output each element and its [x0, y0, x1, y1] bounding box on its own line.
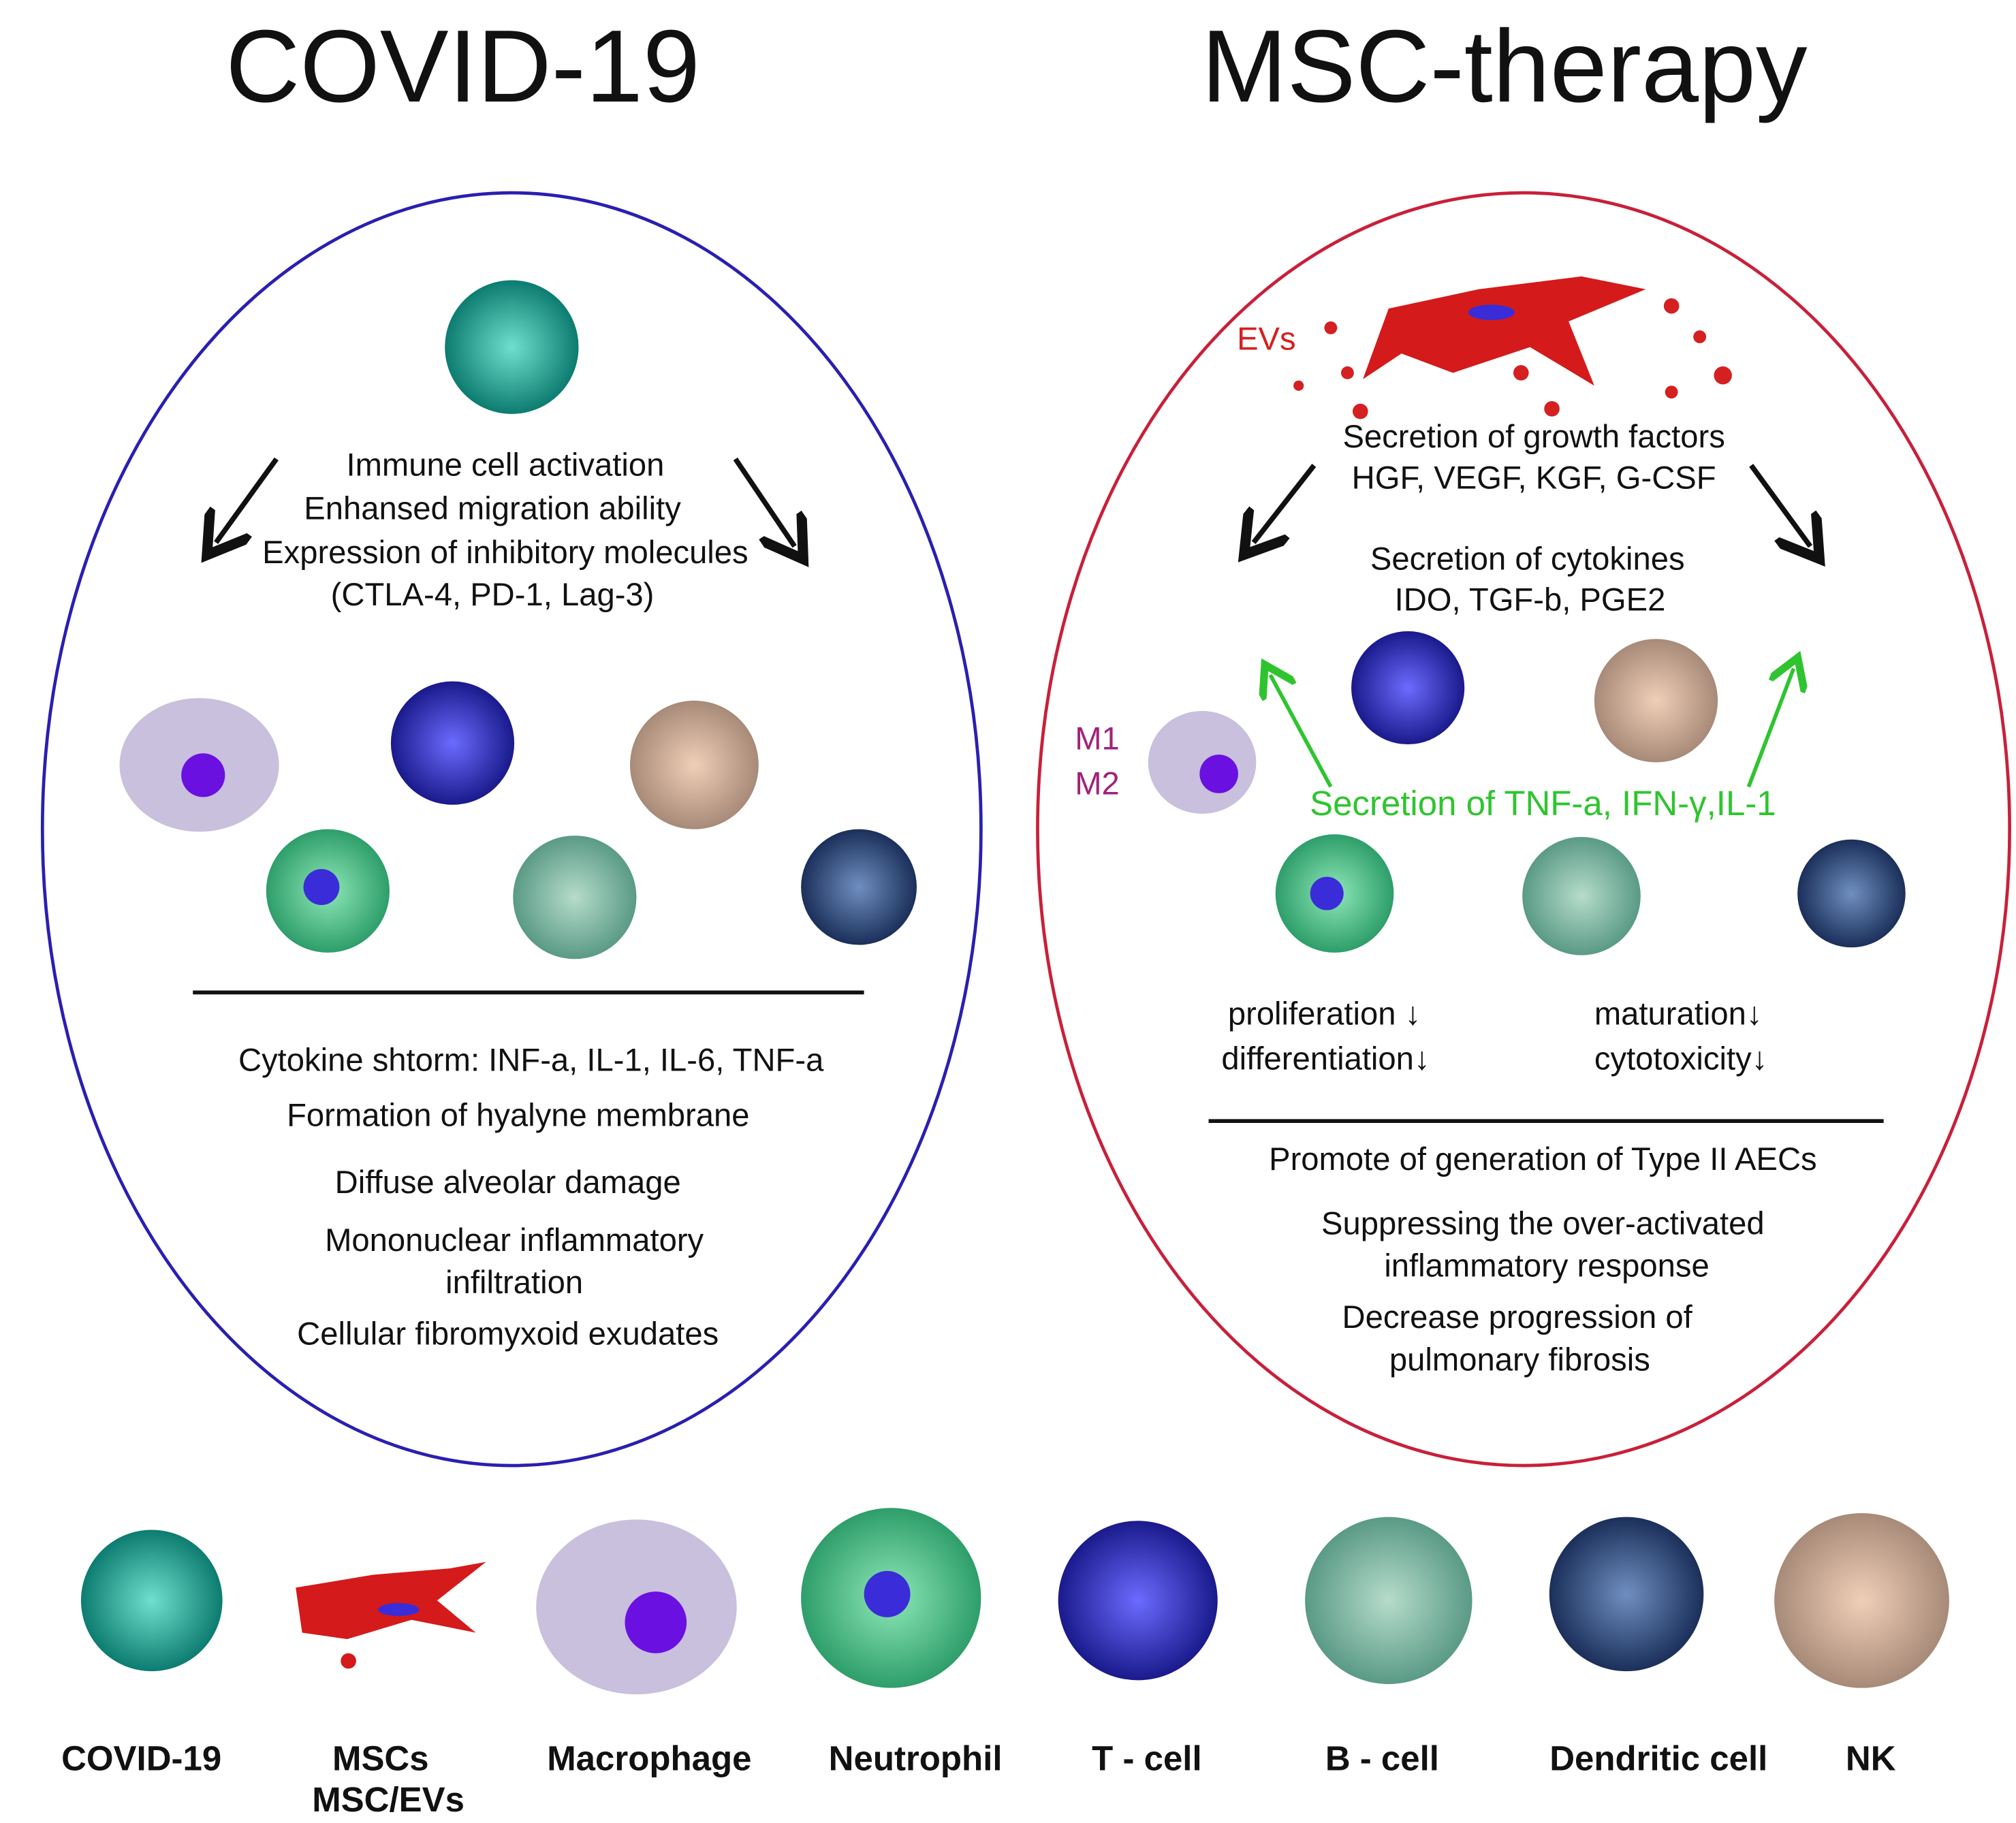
b-cell-icon [1522, 836, 1641, 955]
msc-ellipse [1036, 191, 2011, 1468]
legend-dendritic-cell-icon [1549, 1517, 1704, 1672]
legend-t-cell-icon [1058, 1521, 1218, 1681]
covid-effect: Formation of hyalyne membrane [287, 1098, 750, 1135]
covid-effect: infiltration [445, 1265, 584, 1301]
effect-text: differentiation↓ [1221, 1041, 1430, 1077]
legend-virus-icon [80, 1529, 223, 1672]
cytokines: IDO, TGF-b, PGE2 [1394, 582, 1666, 619]
covid-effect: Diffuse alveolar damage [334, 1164, 681, 1201]
legend-macrophage-icon [536, 1519, 737, 1695]
b-cell-icon [513, 836, 637, 960]
legend-label: Macrophage [547, 1739, 752, 1778]
green-arrow-left [1270, 675, 1333, 788]
legend-nk-cell-icon [1774, 1512, 1949, 1688]
nk-cell-icon [630, 700, 759, 829]
green-secretion-text: Secretion of TNF-a, IFN-γ,IL-1 [1310, 784, 1776, 823]
covid-text: Enhansed migration ability [304, 491, 681, 527]
virus-icon [445, 280, 579, 414]
effect-text: proliferation ↓ [1227, 996, 1421, 1032]
evs-label: EVs [1237, 321, 1296, 358]
macrophage-icon [1148, 710, 1257, 814]
legend-label: Dendritic cell [1549, 1739, 1768, 1778]
growth-factors: Secretion of growth factors [1342, 419, 1725, 456]
neutrophil-icon [1275, 834, 1394, 953]
ev-dots [1293, 298, 1732, 419]
green-arrow-right [1746, 669, 1793, 788]
msc-effect: Suppressing the over-activated [1321, 1205, 1765, 1242]
legend-label: COVID-19 [61, 1739, 222, 1778]
arrow-down-right [733, 457, 795, 546]
covid-text: (CTLA-4, PD-1, Lag-3) [330, 577, 655, 614]
covid-text: Expression of inhibitory molecules [262, 535, 749, 571]
covid-ellipse [40, 191, 983, 1468]
effect-text: maturation↓ [1594, 996, 1763, 1032]
covid-effect: Cellular fibromyxoid exudates [297, 1316, 719, 1352]
m2-label: M2 [1075, 766, 1120, 802]
covid-effect: Cytokine shtorm: INF-a, IL-1, IL-6, TNF-… [238, 1043, 824, 1079]
covid-title: COVID-19 [225, 9, 700, 124]
msc-effect: inflammatory response [1384, 1248, 1710, 1284]
cytokines: Secretion of cytokines [1370, 541, 1685, 577]
legend-sublabel: MSC/EVs [312, 1780, 465, 1820]
nk-cell-icon [1594, 639, 1718, 763]
legend-label: Neutrophil [828, 1739, 1003, 1778]
legend-label: NK [1845, 1739, 1896, 1778]
legend-b-cell-icon [1305, 1517, 1472, 1685]
legend-label: MSCs [332, 1739, 429, 1778]
m1-label: M1 [1075, 721, 1120, 757]
arrow-down-left [216, 457, 279, 543]
macrophage-icon [119, 698, 279, 832]
growth-factors: HGF, VEGF, KGF, G-CSF [1351, 460, 1716, 496]
effect-text: cytotoxicity↓ [1594, 1041, 1768, 1077]
msc-effect: Decrease progression of [1342, 1299, 1692, 1336]
t-cell-icon [390, 681, 515, 805]
legend-msc-icon [296, 1562, 486, 1669]
t-cell-icon [1351, 631, 1465, 745]
msc-title: MSC-therapy [1201, 9, 1808, 124]
legend-neutrophil-icon [801, 1508, 981, 1688]
legend-label: B - cell [1325, 1739, 1439, 1778]
neutrophil-icon [266, 829, 390, 953]
dendritic-cell-icon [1797, 839, 1906, 948]
arrow-down-right [1749, 464, 1810, 546]
dendritic-cell-icon [801, 829, 917, 945]
covid-text: Immune cell activation [346, 447, 665, 484]
covid-effect: Mononuclear inflammatory [325, 1222, 704, 1259]
legend-label: T - cell [1092, 1739, 1202, 1778]
msc-icon [1363, 276, 1646, 386]
arrow-down-left [1254, 464, 1317, 542]
msc-effect: pulmonary fibrosis [1389, 1342, 1650, 1378]
msc-effect: Promote of generation of Type II AECs [1269, 1141, 1817, 1178]
